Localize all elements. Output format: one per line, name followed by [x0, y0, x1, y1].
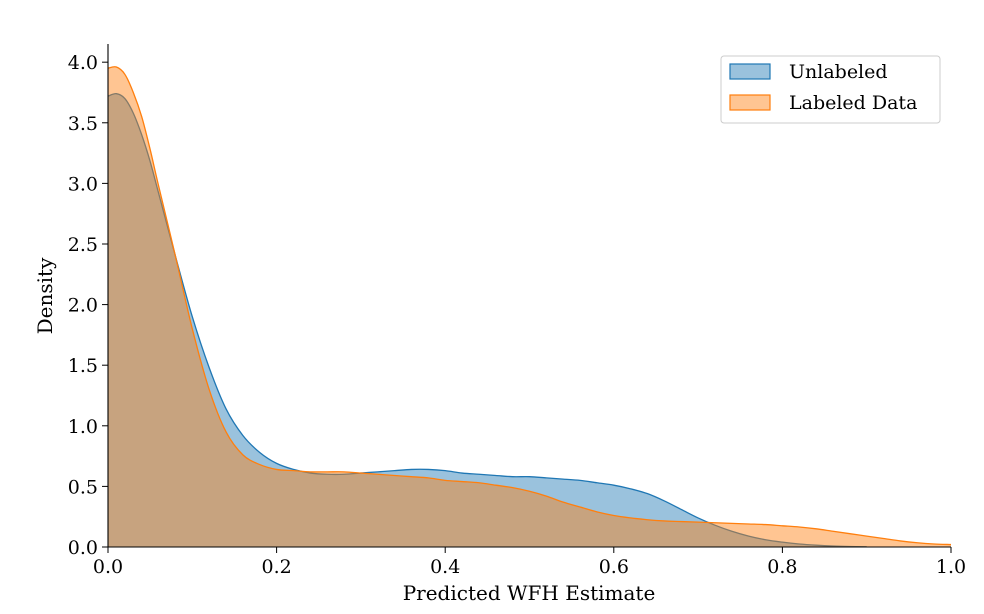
y-tick-label: 0.0: [68, 537, 98, 559]
legend-label-unlabeled: Unlabeled: [789, 61, 888, 83]
legend-frame: [720, 55, 941, 124]
density-area-unlabeled: [108, 93, 867, 548]
x-ticks: 0.0 0.2 0.4 0.6 0.8 1.0: [93, 547, 966, 578]
x-tick-label: 0.8: [767, 556, 797, 578]
y-tick-label: 3.0: [68, 173, 98, 195]
plot-area: [107, 66, 952, 548]
y-tick-label: 2.0: [68, 295, 98, 317]
density-area-labeled-data: [108, 66, 951, 547]
x-tick-label: 0.2: [261, 556, 291, 578]
x-tick-label: 0.4: [430, 556, 460, 578]
y-tick-label: 2.5: [68, 234, 98, 256]
y-tick-label: 4.0: [68, 52, 98, 74]
y-axis-title: Density: [33, 257, 57, 334]
x-tick-label: 0.0: [93, 556, 123, 578]
legend: Unlabeled Labeled Data: [720, 55, 941, 124]
legend-swatch-unlabeled: [729, 63, 771, 80]
y-tick-label: 0.5: [68, 476, 98, 498]
axes: [107, 44, 951, 548]
y-tick-label: 1.5: [68, 355, 98, 377]
x-tick-label: 1.0: [936, 556, 966, 578]
x-tick-label: 0.6: [599, 556, 629, 578]
y-tick-label: 3.5: [68, 113, 98, 135]
y-tick-label: 1.0: [68, 416, 98, 438]
density-line-unlabeled: [107, 93, 867, 548]
x-axis-title: Predicted WFH Estimate: [403, 581, 656, 605]
density-line-labeled-data: [107, 66, 952, 546]
legend-swatch-labeled-data: [729, 94, 771, 111]
legend-label-labeled-data: Labeled Data: [789, 92, 917, 114]
y-ticks: 0.0 0.5 1.0 1.5 2.0 2.5 3.0 3.5 4.0: [68, 52, 108, 559]
